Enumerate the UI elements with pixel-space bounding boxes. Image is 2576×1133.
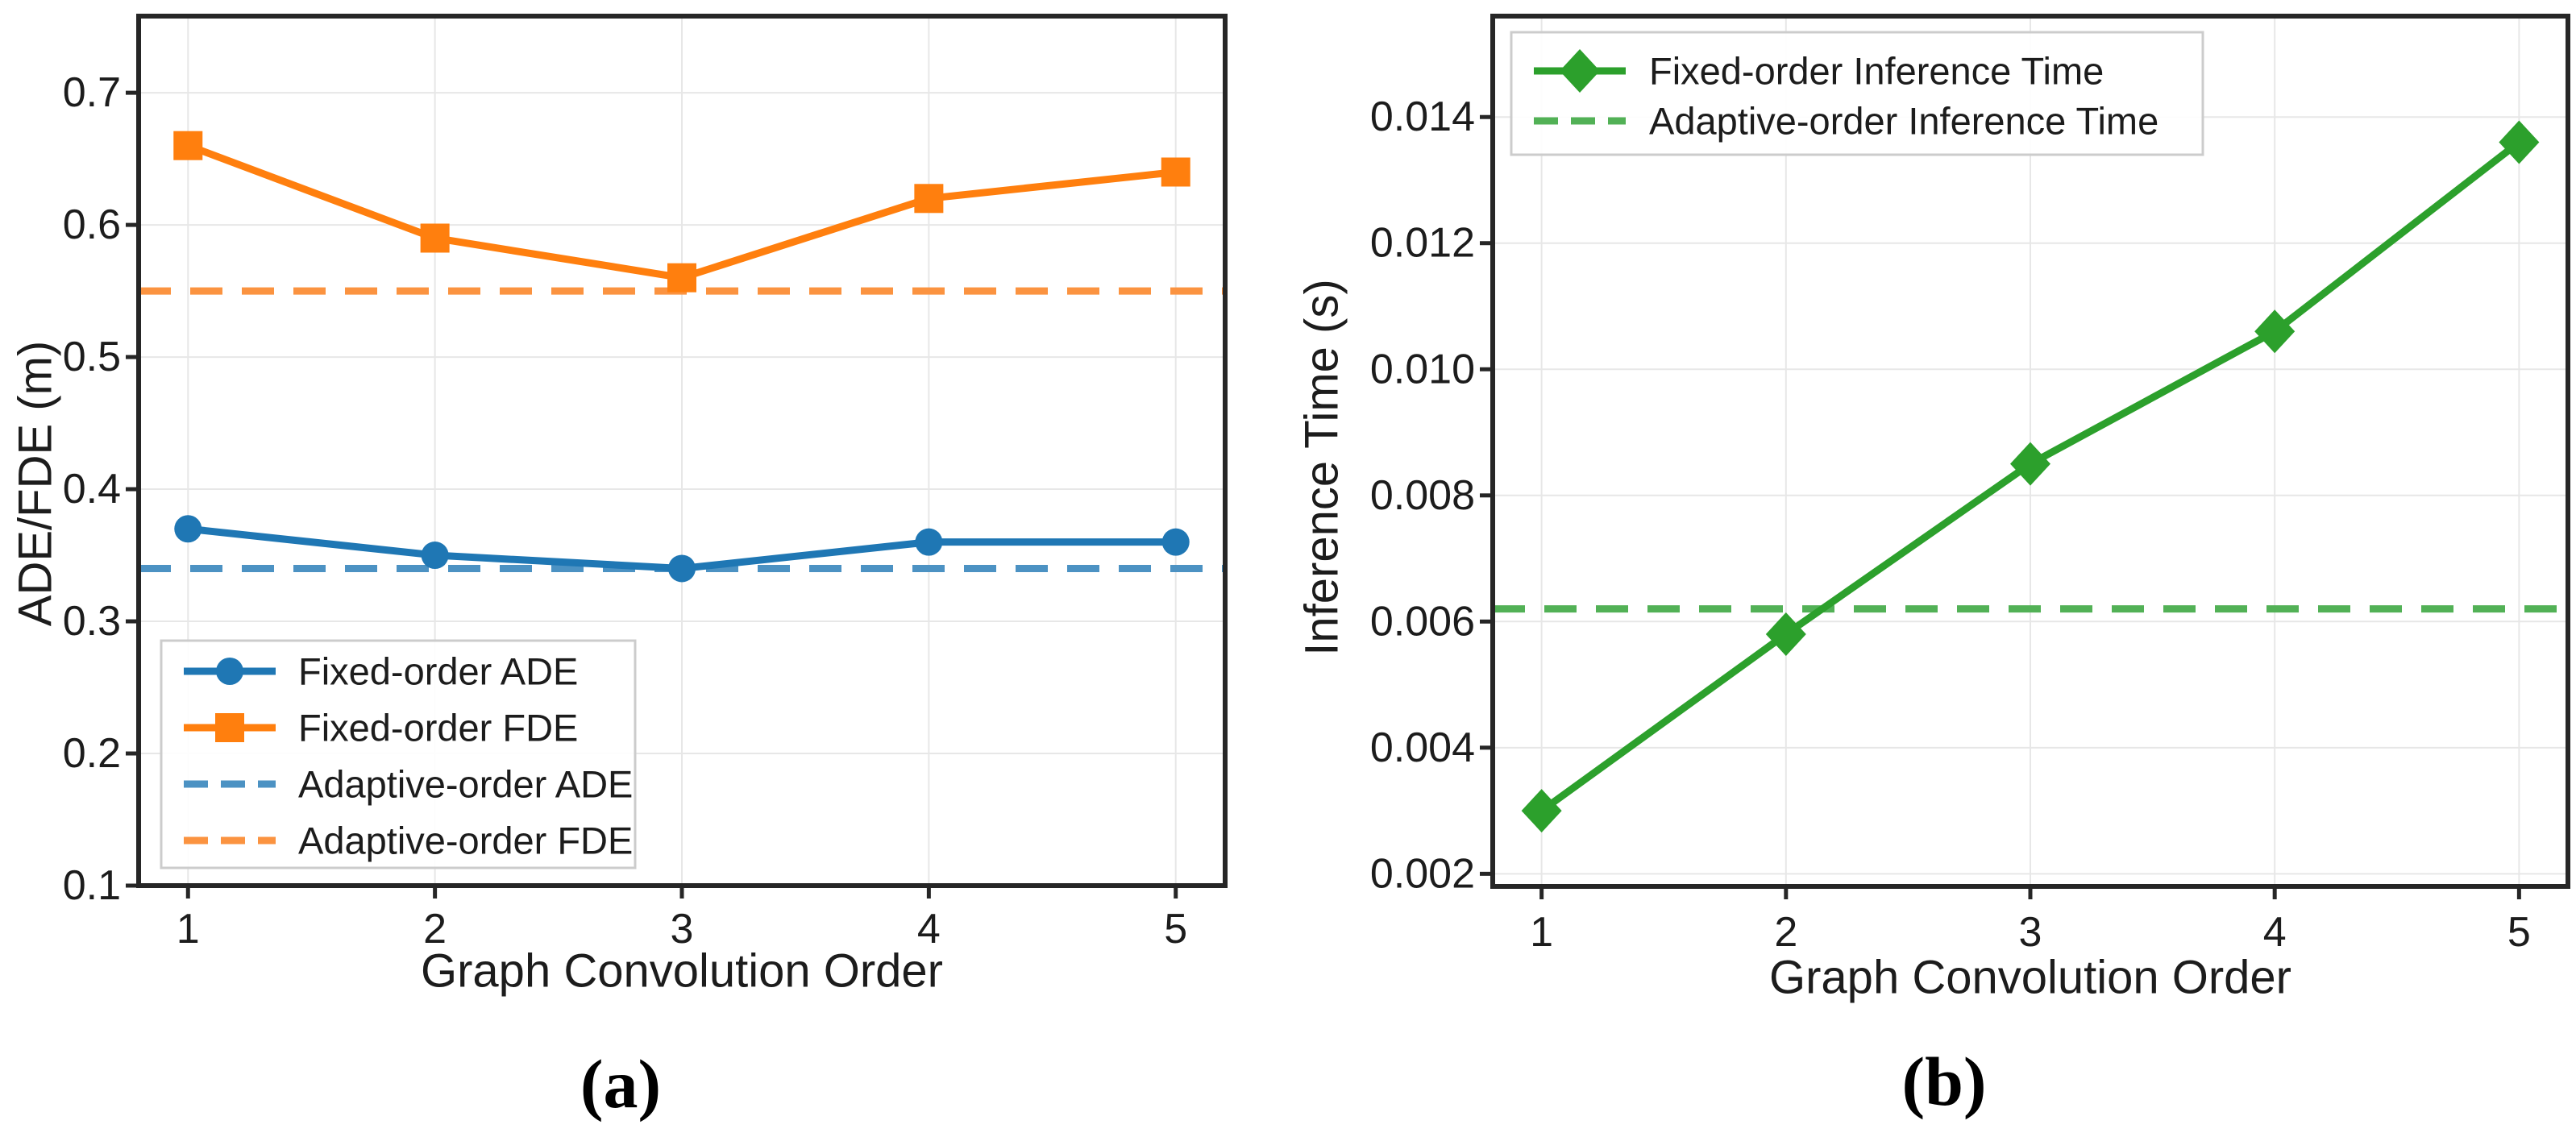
x-tick-label: 3	[2019, 909, 2042, 956]
x-tick-label: 3	[671, 906, 694, 952]
y-axis-label: Inference Time (s)	[1296, 279, 1348, 655]
y-tick-label: 0.2	[63, 730, 121, 777]
legend-label: Fixed-order ADE	[298, 650, 578, 693]
x-axis-label: Graph Convolution Order	[421, 945, 943, 998]
y-tick-label: 0.012	[1370, 220, 1475, 267]
fixed-order-ade-marker	[915, 528, 943, 556]
fixed-order-inference-time-marker	[2254, 309, 2296, 354]
y-tick-label: 0.010	[1370, 346, 1475, 392]
y-axis-label: ADE/FDE (m)	[10, 341, 62, 626]
legend-fixed-order-fde-marker	[215, 713, 244, 742]
legend-fixed-order-inference-time-marker	[1560, 49, 1600, 93]
legend-box	[1510, 31, 2204, 156]
y-tick-label: 0.3	[63, 598, 121, 645]
fixed-order-inference-time-marker	[1765, 612, 1806, 656]
fixed-order-ade-marker	[1161, 528, 1190, 556]
y-tick-label: 0.014	[1370, 93, 1475, 140]
legend-label: Adaptive-order Inference Time	[1649, 100, 2158, 143]
legend-fixed-order-ade-marker	[216, 658, 243, 685]
legend-label: Adaptive-order ADE	[298, 763, 633, 806]
fixed-order-fde-marker	[173, 131, 203, 160]
x-tick-label: 5	[2507, 909, 2531, 956]
legend-label: Adaptive-order FDE	[298, 820, 633, 862]
legend-label: Fixed-order Inference Time	[1649, 50, 2104, 93]
y-tick-label: 0.004	[1370, 724, 1475, 771]
y-tick-label: 0.002	[1370, 850, 1475, 897]
y-tick-label: 0.006	[1370, 598, 1475, 645]
y-tick-label: 0.4	[63, 466, 121, 513]
x-tick-label: 5	[1164, 906, 1187, 952]
y-tick-label: 0.5	[63, 334, 121, 380]
x-tick-label: 2	[1774, 909, 1797, 956]
plot-border	[136, 14, 1228, 888]
fixed-order-inference-time-marker	[1521, 789, 1562, 833]
x-tick-label: 4	[2263, 909, 2287, 956]
fixed-order-fde-marker	[914, 184, 944, 214]
y-tick-label: 0.008	[1370, 472, 1475, 519]
y-tick-label: 0.6	[63, 201, 121, 248]
fixed-order-inference-time-marker	[2499, 120, 2540, 164]
x-axis-label: Graph Convolution Order	[1769, 952, 2291, 1004]
x-tick-label: 2	[423, 906, 447, 952]
x-tick-label: 1	[177, 906, 200, 952]
caption-a: (a)	[580, 1045, 662, 1123]
fixed-order-inference-time-marker	[2010, 442, 2050, 486]
y-tick-label: 0.7	[63, 69, 121, 116]
caption-b: (b)	[1901, 1043, 1987, 1120]
fixed-order-fde-marker	[667, 263, 696, 293]
fixed-order-fde-marker	[1161, 157, 1190, 187]
fixed-order-ade-marker	[421, 542, 449, 570]
fixed-order-ade-marker	[668, 554, 696, 583]
fixed-order-fde-marker	[420, 223, 450, 253]
fixed-order-ade-marker	[174, 515, 202, 543]
y-tick-label: 0.1	[63, 862, 121, 909]
plot-border	[1490, 14, 2570, 889]
x-tick-label: 4	[917, 906, 941, 952]
x-tick-label: 1	[1530, 909, 1553, 956]
legend-label: Fixed-order FDE	[298, 707, 578, 749]
